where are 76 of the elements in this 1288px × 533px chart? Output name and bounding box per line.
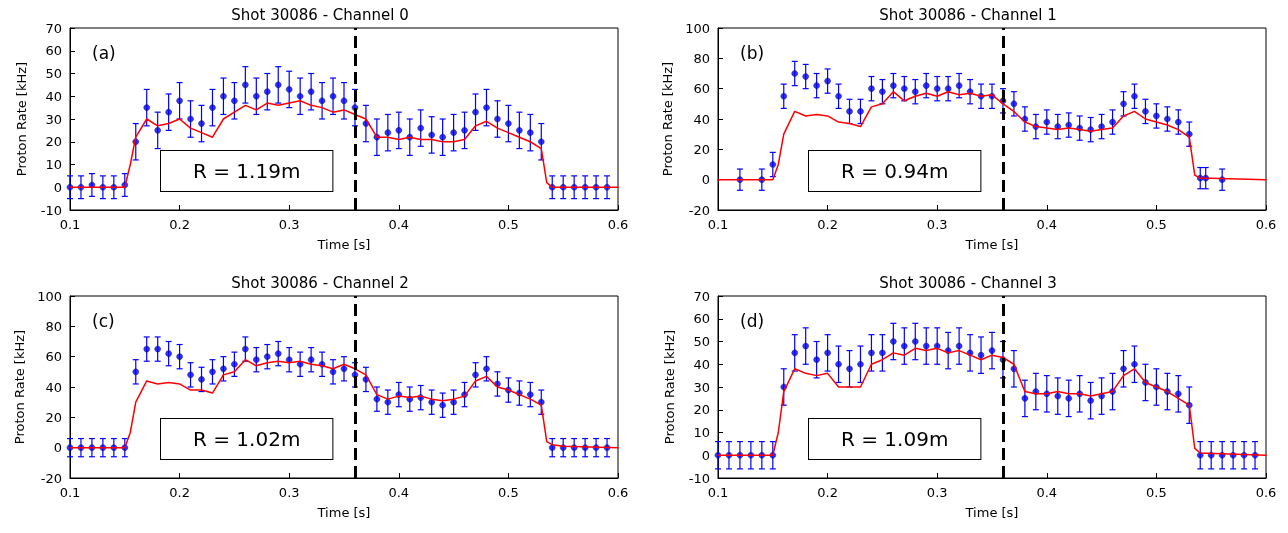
y-tick-label: 60 <box>45 349 62 365</box>
y-tick-label: 40 <box>693 356 710 372</box>
x-tick-label: 0.1 <box>59 485 81 500</box>
chart-title: Shot 30086 - Channel 3 <box>879 273 1057 292</box>
x-axis-title: Time [s] <box>316 505 371 520</box>
y-axis-title: Proton Rate [kHz] <box>12 329 28 445</box>
y-axis-title: Proton Rate [kHz] <box>660 61 676 177</box>
x-tick-label: 0.2 <box>169 217 190 232</box>
x-tick-label: 0.6 <box>607 217 629 232</box>
annotation: (a) <box>92 42 116 63</box>
y-tick-label: 20 <box>45 134 62 150</box>
y-tick-label: 80 <box>693 50 710 66</box>
x-tick-label: 0.6 <box>607 485 629 500</box>
x-tick-label: 0.1 <box>59 217 81 232</box>
x-tick-label: 0.3 <box>926 485 948 500</box>
x-tick-label: 0.6 <box>1255 485 1277 500</box>
y-tick-label: 20 <box>693 402 710 418</box>
x-tick-label: 0.3 <box>926 217 948 232</box>
x-axis-title: Time [s] <box>964 505 1019 520</box>
x-tick-label: 0.3 <box>278 485 300 500</box>
x-tick-label: 0.4 <box>1036 217 1058 232</box>
y-tick-label: 50 <box>693 334 710 349</box>
annotation: (d) <box>740 310 765 331</box>
y-tick-label: -20 <box>40 470 62 486</box>
annotation: R = 1.02m <box>193 427 301 451</box>
chart-title: Shot 30086 - Channel 1 <box>879 5 1057 24</box>
x-tick-label: 0.5 <box>1146 485 1167 500</box>
y-tick-label: 30 <box>45 111 62 127</box>
y-tick-label: 80 <box>45 318 62 334</box>
y-tick-label: 10 <box>693 425 710 440</box>
x-tick-label: 0.2 <box>817 217 838 232</box>
y-tick-label: 0 <box>53 440 62 456</box>
x-tick-label: 0.1 <box>707 217 729 232</box>
y-tick-label: 40 <box>693 111 710 127</box>
x-tick-label: 0.4 <box>1036 485 1058 500</box>
chart-title: Shot 30086 - Channel 0 <box>231 5 409 24</box>
y-tick-label: -20 <box>688 202 710 218</box>
y-tick-label: 40 <box>45 379 62 395</box>
y-tick-label: 0 <box>701 172 710 188</box>
y-tick-label: 100 <box>37 288 62 304</box>
chart-title: Shot 30086 - Channel 2 <box>231 273 409 292</box>
x-tick-label: 0.3 <box>278 217 300 232</box>
x-tick-label: 0.4 <box>388 485 410 500</box>
x-tick-label: 0.6 <box>1255 217 1277 232</box>
y-tick-label: 30 <box>693 379 710 395</box>
y-tick-label: -10 <box>688 470 710 486</box>
y-tick-label: 60 <box>693 81 710 97</box>
x-tick-label: 0.2 <box>169 485 190 500</box>
y-tick-label: 10 <box>45 157 62 172</box>
y-tick-label: 20 <box>45 409 62 425</box>
annotation: R = 1.19m <box>193 159 301 183</box>
y-tick-label: 50 <box>45 66 62 81</box>
y-axis-title: Proton Rate [kHz] <box>14 61 29 177</box>
y-tick-label: 60 <box>693 311 710 327</box>
annotation: (c) <box>92 310 115 331</box>
x-axis-title: Time [s] <box>316 237 371 252</box>
y-tick-label: 20 <box>693 141 710 157</box>
y-tick-label: 40 <box>45 88 62 104</box>
annotation: R = 0.94m <box>841 159 949 183</box>
x-tick-label: 0.1 <box>707 485 729 500</box>
x-tick-label: 0.5 <box>1146 217 1167 232</box>
x-axis-title: Time [s] <box>964 237 1019 252</box>
y-tick-label: 70 <box>45 20 62 36</box>
x-tick-label: 0.2 <box>817 485 838 500</box>
y-tick-label: 100 <box>685 20 710 36</box>
y-tick-label: 60 <box>45 43 62 59</box>
x-tick-label: 0.5 <box>498 217 519 232</box>
y-axis-title: Proton Rate [kHz] <box>662 329 677 445</box>
y-tick-label: 0 <box>53 179 62 195</box>
annotation: R = 1.09m <box>841 427 949 451</box>
x-tick-label: 0.4 <box>388 217 410 232</box>
y-tick-label: -10 <box>40 202 62 218</box>
annotation: (b) <box>740 42 765 63</box>
y-tick-label: 70 <box>693 288 710 304</box>
y-tick-label: 0 <box>701 447 710 463</box>
x-tick-label: 0.5 <box>498 485 519 500</box>
